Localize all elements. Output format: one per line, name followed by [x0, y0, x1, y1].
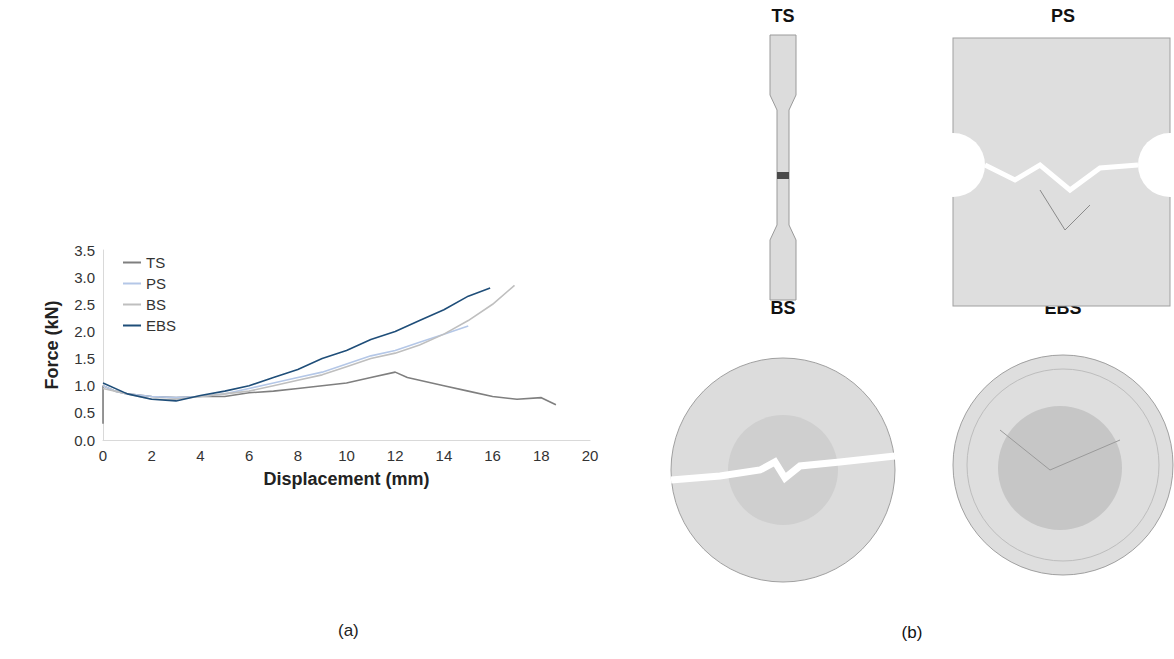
svg-text:PS: PS — [146, 275, 166, 292]
svg-text:TS: TS — [146, 254, 165, 271]
svg-text:TS: TS — [771, 6, 794, 26]
svg-text:1.0: 1.0 — [74, 377, 95, 394]
svg-text:BS: BS — [146, 296, 166, 313]
svg-text:(b): (b) — [902, 623, 923, 642]
svg-text:3.0: 3.0 — [74, 269, 95, 286]
svg-text:EBS: EBS — [146, 317, 176, 334]
svg-text:12: 12 — [387, 447, 404, 464]
svg-text:0: 0 — [99, 447, 107, 464]
svg-text:2.5: 2.5 — [74, 296, 95, 313]
svg-text:0.0: 0.0 — [74, 432, 95, 449]
svg-text:8: 8 — [294, 447, 302, 464]
svg-text:6: 6 — [245, 447, 253, 464]
svg-text:20: 20 — [582, 447, 599, 464]
svg-text:2: 2 — [148, 447, 156, 464]
svg-text:14: 14 — [436, 447, 453, 464]
svg-text:Displacement (mm): Displacement (mm) — [263, 469, 429, 489]
svg-text:1.5: 1.5 — [74, 350, 95, 367]
svg-text:BS: BS — [770, 298, 795, 318]
svg-text:10: 10 — [338, 447, 355, 464]
svg-text:PS: PS — [1051, 6, 1075, 26]
svg-text:Force (kN): Force (kN) — [42, 300, 62, 389]
svg-text:EBS: EBS — [1044, 298, 1082, 318]
svg-text:4: 4 — [196, 447, 204, 464]
svg-text:16: 16 — [484, 447, 501, 464]
svg-text:18: 18 — [533, 447, 550, 464]
svg-text:2.0: 2.0 — [74, 323, 95, 340]
svg-text:0.5: 0.5 — [74, 404, 95, 421]
svg-text:(a): (a) — [338, 621, 359, 640]
svg-text:3.5: 3.5 — [74, 242, 95, 259]
